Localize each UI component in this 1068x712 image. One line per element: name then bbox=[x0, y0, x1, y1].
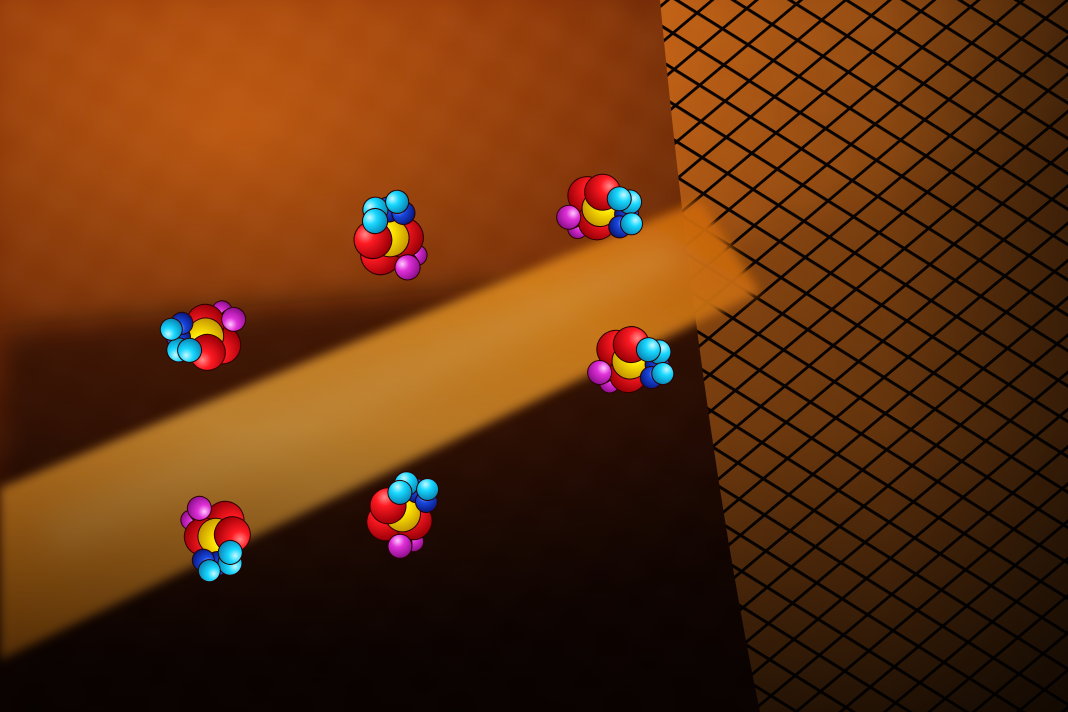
photo-scene bbox=[0, 0, 1068, 712]
vignette bbox=[0, 0, 1068, 712]
scene-canvas bbox=[0, 0, 1068, 712]
